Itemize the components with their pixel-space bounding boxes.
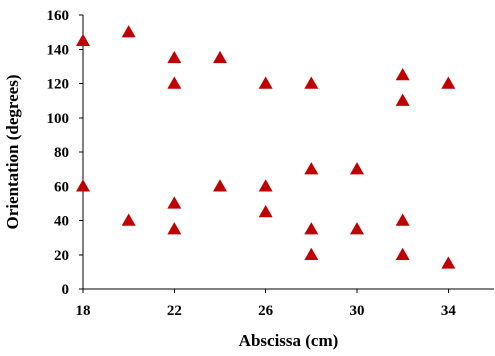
data-point-marker <box>213 179 227 192</box>
data-point-marker <box>395 247 410 260</box>
y-tick-label: 40 <box>54 214 69 230</box>
data-point-marker <box>258 204 273 218</box>
x-axis-ticks: 18 22 26 30 34 <box>76 289 457 319</box>
data-point-marker <box>167 222 182 235</box>
y-axis-title: Orientation (degrees) <box>3 74 22 229</box>
data-point-marker <box>167 196 182 209</box>
data-point-marker <box>213 50 227 64</box>
y-tick-label: 160 <box>47 8 70 24</box>
x-tick-label: 34 <box>441 303 457 319</box>
y-axis-ticks: 0 20 40 60 80 100 120 140 160 <box>47 8 83 298</box>
data-point-marker <box>121 25 136 38</box>
data-point-marker <box>395 93 410 106</box>
x-tick-label: 18 <box>76 303 91 319</box>
y-tick-label: 60 <box>54 179 69 195</box>
y-tick-label: 120 <box>47 77 70 93</box>
x-axis-title: Abscissa (cm) <box>239 331 339 350</box>
y-tick-label: 0 <box>62 282 70 298</box>
data-points <box>76 25 456 269</box>
data-point-marker <box>167 76 182 89</box>
data-point-marker <box>395 213 410 226</box>
data-point-marker <box>441 76 456 89</box>
data-point-marker <box>304 162 319 175</box>
x-tick-label: 30 <box>350 303 365 319</box>
data-point-marker <box>304 76 319 89</box>
x-tick-label: 22 <box>167 303 182 319</box>
y-tick-label: 20 <box>54 248 69 264</box>
data-point-marker <box>76 179 90 192</box>
data-point-marker <box>350 222 364 235</box>
data-point-marker <box>258 76 273 89</box>
data-point-marker <box>167 50 182 64</box>
data-point-marker <box>441 256 456 269</box>
data-point-marker <box>304 247 319 260</box>
data-point-marker <box>258 179 273 192</box>
data-point-marker <box>76 33 90 46</box>
y-tick-label: 140 <box>47 42 70 58</box>
y-tick-label: 80 <box>54 145 69 161</box>
data-point-marker <box>395 67 410 81</box>
data-point-marker <box>350 162 364 175</box>
axes <box>82 15 494 290</box>
y-tick-label: 100 <box>47 111 70 127</box>
data-point-marker <box>121 213 136 226</box>
x-tick-label: 26 <box>258 303 274 319</box>
data-point-marker <box>304 222 319 235</box>
